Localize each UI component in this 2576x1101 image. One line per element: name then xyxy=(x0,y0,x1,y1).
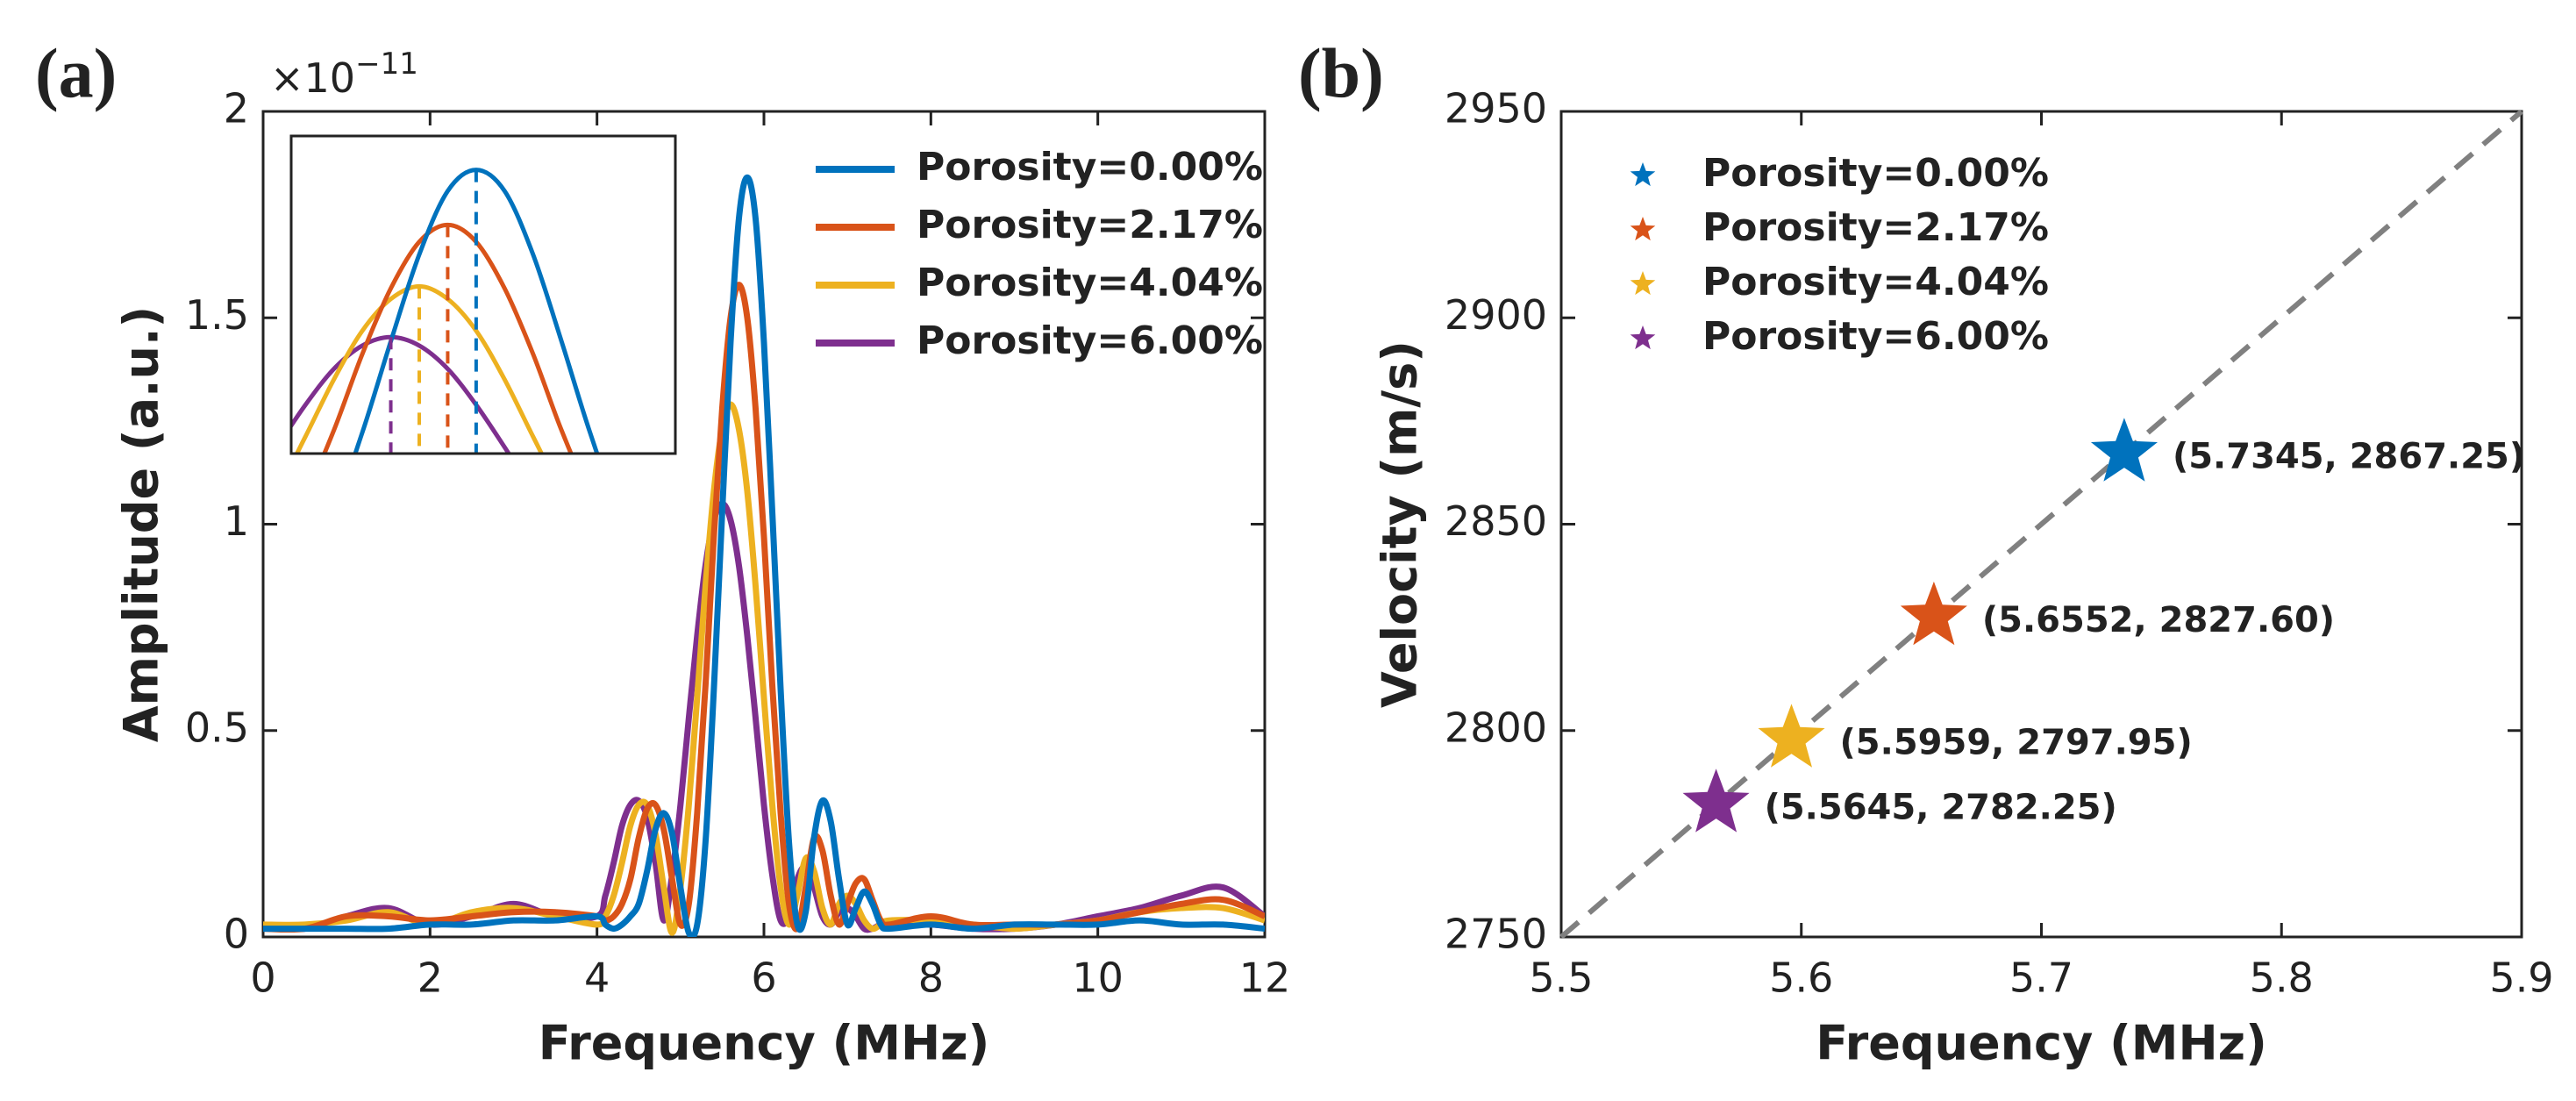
x-tick-label: 5.7 xyxy=(2009,954,2073,1002)
x-tick-label: 8 xyxy=(918,954,944,1002)
y-axis-label: Amplitude (a.u.) xyxy=(114,306,169,742)
y-axis-label: Velocity (m/s) xyxy=(1373,340,1428,708)
legend-label: Porosity=4.04% xyxy=(917,261,1263,305)
y-tick-label: 2750 xyxy=(1445,911,1547,958)
legend-swatch xyxy=(1630,217,1656,241)
legend-label: Porosity=6.00% xyxy=(1702,314,2049,359)
legend-label: Porosity=2.17% xyxy=(1702,205,2049,250)
y-tick-label: 2850 xyxy=(1445,497,1547,545)
x-tick-label: 5.5 xyxy=(1529,954,1593,1002)
star-marker xyxy=(1758,704,1825,768)
x-tick-label: 5.9 xyxy=(2489,954,2553,1002)
legend-label: Porosity=2.17% xyxy=(917,203,1263,247)
inset-background xyxy=(291,136,675,454)
x-tick-label: 4 xyxy=(584,954,610,1002)
legend-label: Porosity=0.00% xyxy=(1702,151,2049,196)
legend-label: Porosity=4.04% xyxy=(1702,260,2049,304)
y-scale-exponent: −11 xyxy=(355,46,418,82)
legend-label: Porosity=6.00% xyxy=(917,318,1263,363)
x-tick-label: 0 xyxy=(250,954,275,1002)
y-tick-label: 2 xyxy=(224,85,249,132)
y-tick-label: 0 xyxy=(224,911,249,958)
x-tick-label: 12 xyxy=(1239,954,1291,1002)
x-axis-label: Frequency (MHz) xyxy=(1816,1016,2267,1071)
inset-frame xyxy=(289,134,677,455)
plot-area xyxy=(263,174,1265,937)
data-label: (5.7345, 2867.25) xyxy=(2173,436,2525,476)
data-label: (5.5645, 2782.25) xyxy=(1765,787,2117,827)
legend-swatch xyxy=(1630,162,1656,187)
y-tick-label: 0.5 xyxy=(185,704,249,751)
star-marker xyxy=(1900,581,1967,646)
x-tick-label: 2 xyxy=(417,954,443,1002)
inset-line xyxy=(353,168,600,454)
y-scale-label: ×10−11 xyxy=(270,46,418,102)
data-label: (5.5959, 2797.95) xyxy=(1840,722,2193,762)
series-line xyxy=(263,174,1265,937)
y-tick-label: 1 xyxy=(224,497,249,545)
x-axis-label: Frequency (MHz) xyxy=(539,1016,990,1071)
inset-line xyxy=(294,283,545,454)
x-tick-label: 6 xyxy=(751,954,776,1002)
x-tick-label: 10 xyxy=(1072,954,1124,1002)
y-tick-label: 2900 xyxy=(1445,291,1547,339)
star-marker xyxy=(2090,418,2158,482)
axes-frame xyxy=(261,110,1267,939)
y-tick-label: 1.5 xyxy=(185,291,249,339)
y-tick-label: 2950 xyxy=(1445,85,1547,132)
panel-label: (a) xyxy=(35,35,117,112)
panel-label: (b) xyxy=(1298,35,1384,112)
y-scale-base: ×10 xyxy=(270,54,355,102)
y-tick-label: 2800 xyxy=(1445,704,1547,751)
inset-line xyxy=(322,222,574,454)
legend-swatch xyxy=(1630,271,1656,296)
data-label: (5.6552, 2827.60) xyxy=(1982,600,2335,640)
inset-plot xyxy=(291,168,600,454)
fit-line xyxy=(1559,109,2523,940)
series-line xyxy=(263,401,1265,936)
star-marker xyxy=(1682,769,1750,833)
legend-swatch xyxy=(1630,325,1656,350)
axes-frame xyxy=(1559,110,2523,939)
legend-label: Porosity=0.00% xyxy=(917,145,1263,189)
x-tick-label: 5.6 xyxy=(1769,954,1833,1002)
x-tick-label: 5.8 xyxy=(2250,954,2314,1002)
inset-line xyxy=(291,334,511,454)
